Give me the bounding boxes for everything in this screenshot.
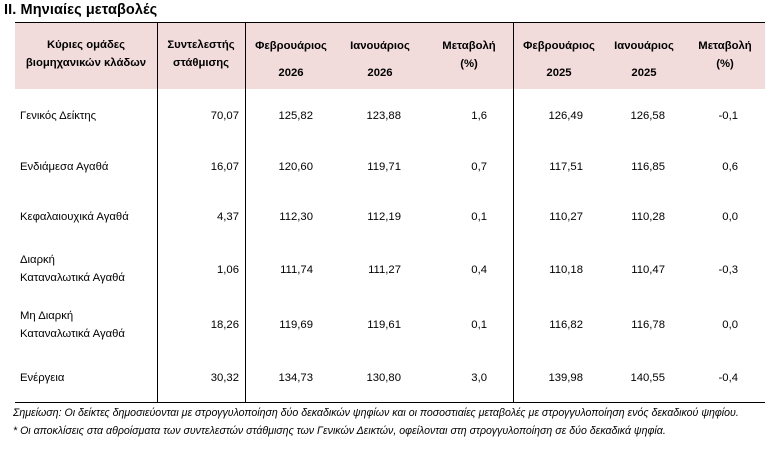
header-groups-line2: βιομηχανικών κλάδων xyxy=(25,57,147,69)
note-weights: * Οι αποκλίσεις στα αθροίσματα των συντε… xyxy=(13,424,666,437)
header-weight-line1: Συντελεστής xyxy=(167,39,235,51)
header-feb2026-line2: 2026 xyxy=(278,67,304,79)
cell-feb2026: 134,73 xyxy=(278,372,313,384)
header-change2-line1: Μεταβολή xyxy=(698,40,752,52)
cell-weight: 16,07 xyxy=(210,161,239,173)
cell-weight: 18,26 xyxy=(210,319,239,331)
cell-jan2026: 130,80 xyxy=(366,372,401,384)
header-jan2026-line1: Ιανουάριος xyxy=(350,40,410,52)
header-feb2025-line1: Φεβρουάριος xyxy=(523,40,595,52)
column-divider xyxy=(513,22,514,403)
header-jan2026-line2: 2026 xyxy=(367,67,393,79)
page-title: ΙΙ. Μηνιαίες μεταβολές xyxy=(4,2,158,18)
row-label-line1: Διαρκή xyxy=(20,254,55,266)
cell-jan2025: 110,28 xyxy=(631,211,665,223)
cell-jan2025: 110,47 xyxy=(631,264,665,276)
cell-feb2026: 112,30 xyxy=(279,211,313,223)
cell-feb2025: 126,49 xyxy=(548,110,583,122)
cell-jan2026: 123,88 xyxy=(366,110,401,122)
header-weight-line2: στάθμισης xyxy=(172,57,230,69)
cell-change2: 0,0 xyxy=(722,211,738,223)
note-rounding: Σημείωση: Οι δείκτες δημοσιεύονται με στ… xyxy=(13,407,739,419)
cell-jan2025: 116,85 xyxy=(631,161,665,173)
row-label-line1: Μη Διαρκή xyxy=(20,310,74,322)
cell-feb2025: 116,82 xyxy=(549,319,583,331)
cell-change1: 1,6 xyxy=(471,110,487,122)
cell-change2: -0,4 xyxy=(718,372,738,384)
column-divider xyxy=(245,22,246,403)
cell-jan2025: 140,55 xyxy=(630,372,665,384)
cell-feb2026: 125,82 xyxy=(278,110,313,122)
cell-change1: 0,1 xyxy=(471,211,487,223)
header-jan2025-line1: Ιανουάριος xyxy=(614,40,674,52)
cell-feb2025: 110,27 xyxy=(549,211,583,223)
cell-feb2025: 117,51 xyxy=(549,161,583,173)
cell-feb2025: 139,98 xyxy=(548,372,583,384)
header-jan2025-line2: 2025 xyxy=(631,67,657,79)
cell-feb2026: 119,69 xyxy=(279,319,313,331)
cell-weight: 1,06 xyxy=(217,264,239,276)
cell-change1: 0,4 xyxy=(471,264,487,276)
header-feb2025-line2: 2025 xyxy=(546,67,572,79)
cell-change2: 0,0 xyxy=(722,319,738,331)
row-label-line2: Καταναλωτικά Αγαθά xyxy=(20,272,125,284)
cell-feb2026: 120,60 xyxy=(278,161,313,173)
cell-change2: -0,3 xyxy=(718,264,738,276)
cell-jan2026: 112,19 xyxy=(367,211,401,223)
row-label: Γενικός Δείκτης xyxy=(20,110,97,122)
header-change2-line2: (%) xyxy=(716,58,734,70)
cell-change1: 0,7 xyxy=(471,161,487,173)
cell-change2: 0,6 xyxy=(722,161,738,173)
row-label-line2: Καταναλωτικά Αγαθά xyxy=(20,328,125,340)
cell-jan2026: 111,27 xyxy=(368,264,401,276)
cell-feb2026: 111,74 xyxy=(280,264,313,276)
header-change1-line2: (%) xyxy=(460,58,478,70)
header-feb2026-line1: Φεβρουάριος xyxy=(255,40,327,52)
cell-change1: 3,0 xyxy=(471,372,487,384)
cell-jan2025: 126,58 xyxy=(630,110,665,122)
cell-weight: 30,32 xyxy=(210,372,239,384)
header-groups-line1: Κύριες ομάδες xyxy=(46,39,126,51)
header-change1-line1: Μεταβολή xyxy=(442,40,496,52)
cell-change1: 0,1 xyxy=(471,319,487,331)
row-label: Ενέργεια xyxy=(20,372,65,384)
monthly-changes-table: Κύριες ομάδες βιομηχανικών κλάδων Συντελ… xyxy=(15,22,765,403)
cell-jan2025: 116,78 xyxy=(631,319,665,331)
cell-feb2025: 110,18 xyxy=(549,264,583,276)
column-divider xyxy=(157,22,158,403)
cell-change2: -0,1 xyxy=(718,110,738,122)
footnotes: Σημείωση: Οι δείκτες δημοσιεύονται με στ… xyxy=(13,406,753,439)
table-bottom-border xyxy=(15,402,765,403)
row-label: Ενδιάμεσα Αγαθά xyxy=(20,161,109,173)
cell-jan2026: 119,61 xyxy=(367,319,401,331)
table-header-background xyxy=(15,22,765,89)
cell-jan2026: 119,71 xyxy=(367,161,401,173)
row-label: Κεφαλαιουχικά Αγαθά xyxy=(20,211,129,223)
cell-weight: 70,07 xyxy=(210,110,239,122)
cell-weight: 4,37 xyxy=(217,211,239,223)
